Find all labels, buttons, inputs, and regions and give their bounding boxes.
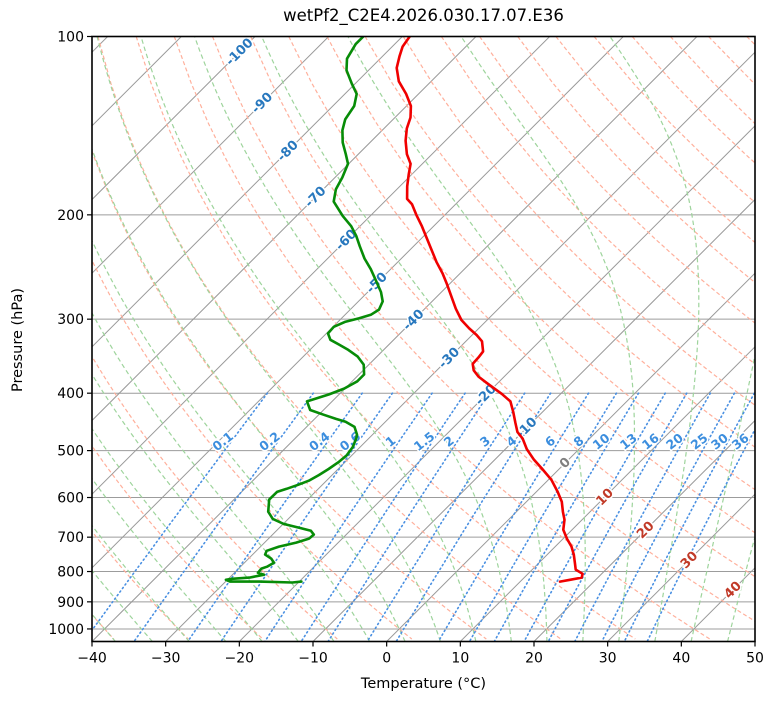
x-tick-label: 10 [451, 651, 469, 667]
mixing-ratio-label: 1 [382, 433, 398, 450]
y-tick-label: 300 [57, 312, 84, 328]
isotherm-label: -80 [275, 138, 302, 165]
axes-spines [91, 35, 756, 643]
x-tick-label: 30 [599, 651, 617, 667]
x-tick-label: 0 [382, 651, 391, 667]
x-tick-label: −10 [298, 651, 328, 667]
y-tick-label: 900 [57, 595, 84, 611]
y-tick-label: 500 [57, 444, 84, 460]
mixing-ratio-label: 16 [639, 430, 662, 453]
moist-adiabats [92, 36, 755, 642]
mixing-ratio-label: 20 [663, 430, 686, 453]
y-tick-label: 400 [57, 386, 84, 402]
x-axis-label: Temperature (°C) [360, 676, 487, 692]
x-tick-label: −20 [225, 651, 255, 667]
dewpoint-profile-line [224, 36, 384, 584]
isotherm-lines [92, 36, 755, 642]
mixing-ratio-label: 30 [708, 430, 731, 453]
dry-adiabats [92, 36, 755, 640]
chart-title: wetPf2_C2E4.2026.030.17.07.E36 [283, 6, 564, 25]
mixing-ratio-label: 6 [542, 433, 558, 450]
x-tick-label: −30 [151, 651, 181, 667]
mixing-ratio-label: 10 [590, 430, 613, 453]
isotherm-label: -100 [223, 36, 257, 70]
x-tick-label: 50 [746, 651, 764, 667]
x-tick-label: −40 [77, 651, 107, 667]
y-tick-label: 100 [57, 30, 84, 46]
sounding-profiles [224, 36, 584, 584]
y-tick-label: 1000 [48, 622, 84, 638]
mixing-ratio-label: 25 [688, 430, 711, 453]
mixing-ratio-label: 3 [477, 433, 493, 450]
y-tick-label: 600 [57, 491, 84, 507]
temperature-profile-line [395, 36, 584, 583]
y-tick-label: 700 [57, 530, 84, 546]
y-tick-label: 800 [57, 565, 84, 581]
x-tick-label: 20 [525, 651, 543, 667]
pressure-gridlines [92, 36, 755, 630]
y-tick-label: 200 [57, 208, 84, 224]
mixing-ratio-lines [92, 392, 755, 642]
x-tick-label: 40 [672, 651, 690, 667]
